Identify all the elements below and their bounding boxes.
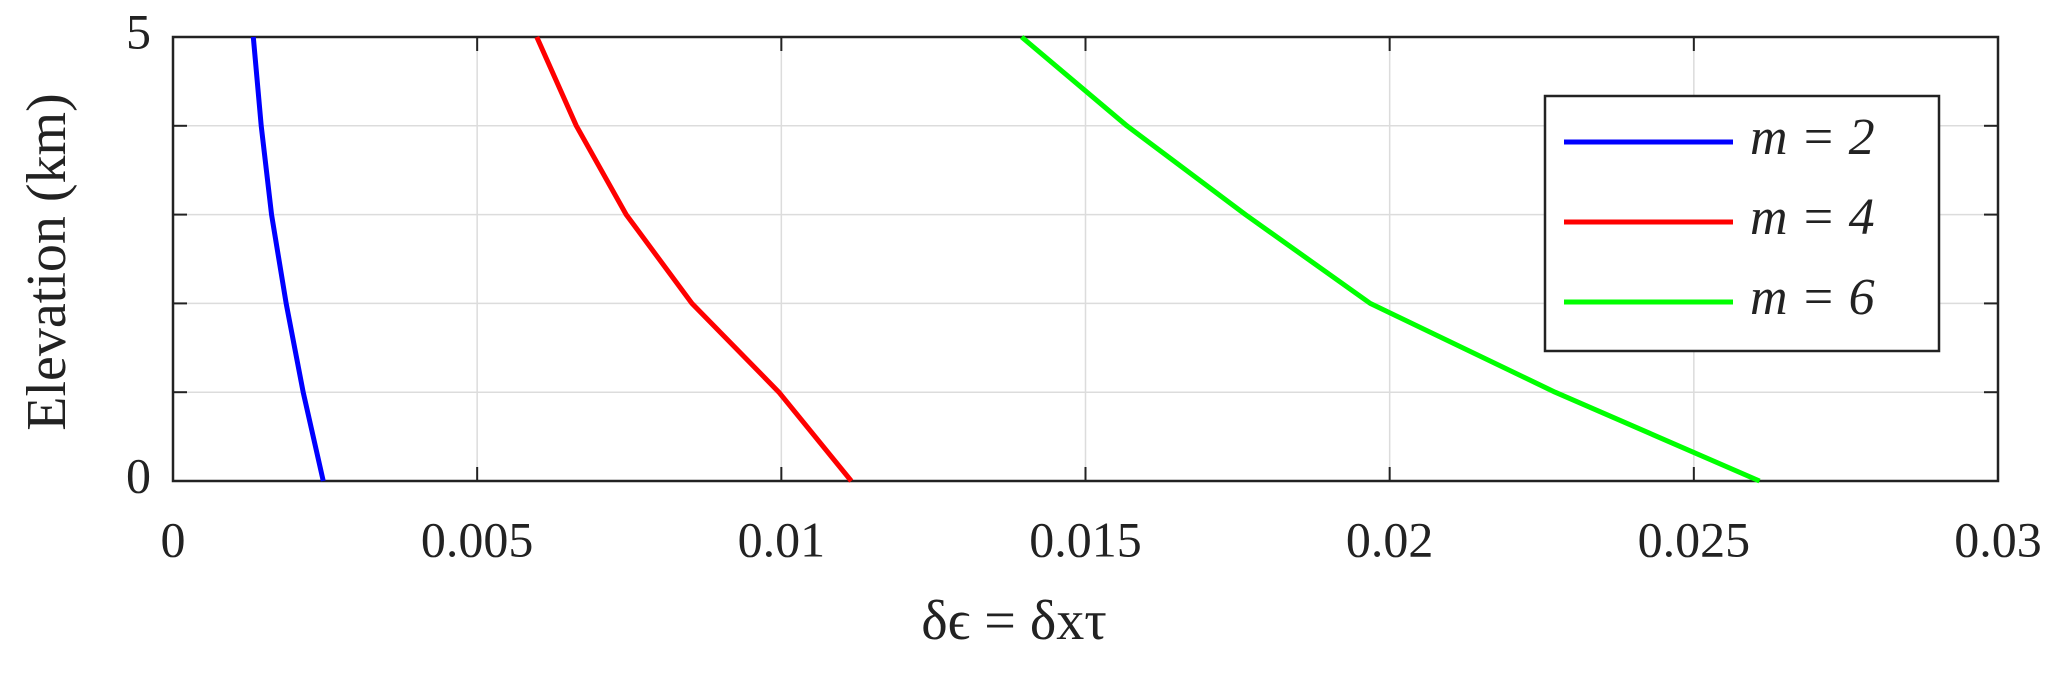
legend-label: m = 2 (1750, 109, 1875, 166)
series-line (534, 35, 854, 483)
plot-frame (171, 35, 2000, 483)
x-tick-label: 0.01 (738, 511, 826, 567)
y-tick-label: 0 (126, 447, 151, 503)
y-axis-label: Elevation (km) (16, 93, 78, 430)
x-tick-label: 0.025 (1638, 511, 1751, 567)
x-tick-label: 0.005 (421, 511, 534, 567)
series-line (1020, 35, 1761, 484)
legend-label: m = 6 (1750, 269, 1875, 326)
x-tick-label: 0.015 (1029, 511, 1142, 567)
x-tick-label: 0.03 (1954, 511, 2042, 567)
legend-label: m = 4 (1750, 189, 1875, 246)
y-tick-label: 5 (126, 3, 151, 59)
series-line (250, 36, 326, 482)
x-tick-label: 0 (161, 511, 186, 567)
x-axis-label: δϵ = δxτ (921, 590, 1107, 652)
x-tick-label: 0.02 (1346, 511, 1434, 567)
